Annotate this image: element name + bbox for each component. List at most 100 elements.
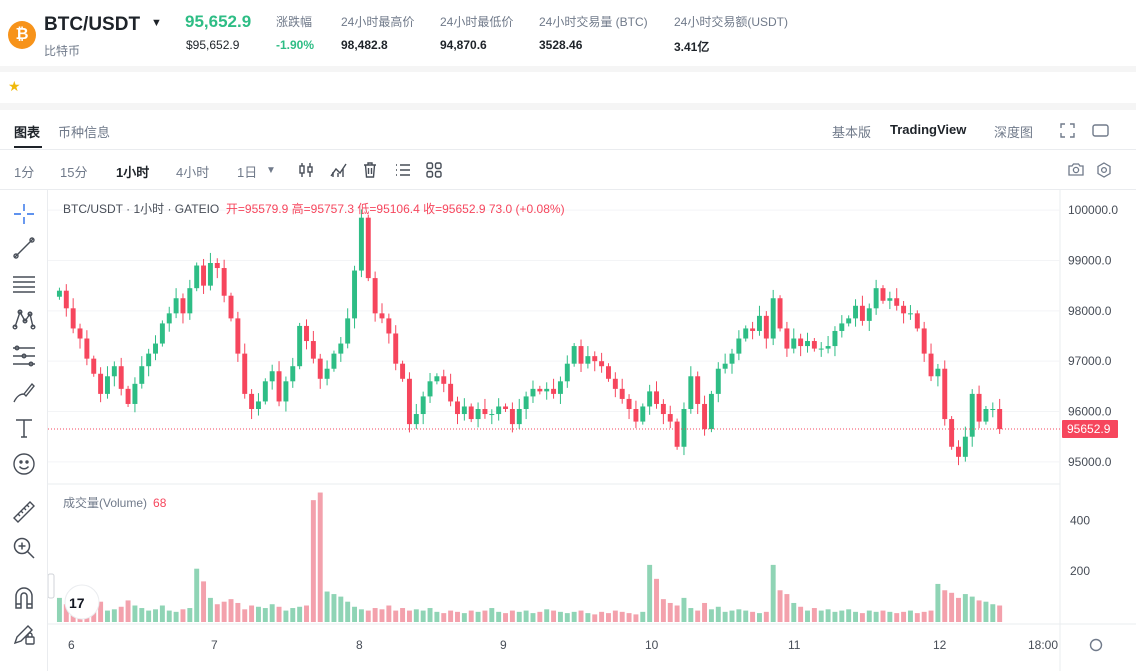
favorites-bar: ★ (0, 72, 1136, 103)
volume-bar (262, 608, 268, 622)
volume-bar (962, 594, 968, 622)
volume-bar (427, 608, 433, 622)
candle-body (365, 217, 371, 279)
candle-body (406, 378, 412, 425)
candle-body (63, 290, 69, 309)
volume-bar (722, 611, 728, 622)
candle-body (352, 270, 358, 319)
volume-bar (688, 608, 694, 622)
magnet-icon[interactable] (12, 586, 36, 610)
candle-body (249, 393, 255, 409)
volume-bar (242, 609, 248, 622)
caret-down-icon[interactable]: ▼ (266, 165, 276, 176)
candle-body (228, 295, 234, 319)
candle-body (873, 288, 879, 309)
volume-bar (304, 605, 309, 622)
candle-body (358, 217, 364, 271)
brush-icon[interactable] (12, 380, 36, 404)
volume-bar (365, 610, 371, 622)
view-basic[interactable]: 基本版 (832, 125, 872, 140)
volume-bar (420, 610, 426, 622)
candle-body (791, 338, 797, 349)
tab-coin-info[interactable]: 币种信息 (58, 125, 111, 140)
volume-legend-value: 68 (153, 496, 167, 510)
text-icon[interactable] (12, 416, 36, 440)
candle-body (894, 298, 900, 306)
last-price-usd: $95,652.9 (186, 38, 240, 52)
tab-underline (14, 146, 42, 148)
volume-bar (372, 608, 378, 622)
settings-icon[interactable] (1096, 162, 1112, 183)
ruler-icon[interactable] (12, 500, 36, 524)
candle-body (592, 356, 598, 362)
volume-bar (180, 609, 186, 622)
volume-bar (269, 604, 275, 622)
candle-body (324, 368, 330, 379)
fibonacci-icon[interactable] (12, 344, 36, 368)
trash-icon[interactable] (363, 162, 377, 183)
volume-bar (612, 610, 618, 622)
candle-body (413, 414, 419, 425)
volume-bar (139, 608, 145, 622)
interval-1m[interactable]: 1分 (14, 165, 35, 180)
volume-bar (578, 610, 584, 622)
star-icon[interactable]: ★ (8, 78, 21, 94)
candle-body (91, 358, 97, 374)
fullscreen-icon[interactable] (1060, 123, 1075, 143)
window-icon[interactable] (1092, 123, 1109, 143)
pair-selector[interactable]: BTC/USDT (44, 14, 141, 35)
candle-body (928, 353, 934, 377)
candle-body (118, 366, 124, 389)
pattern-icon[interactable] (12, 308, 36, 332)
caret-down-icon[interactable]: ▼ (151, 17, 162, 29)
tradingview-logo-mark: 17 (69, 595, 85, 611)
volume-bar (413, 609, 419, 622)
volume-bar (255, 606, 261, 622)
candle-body (372, 278, 378, 314)
candle-body (516, 409, 522, 425)
layout-grid-icon[interactable] (426, 162, 442, 183)
price-tick-label: 97000.0 (1068, 354, 1112, 368)
candle-body (571, 346, 577, 364)
camera-icon[interactable] (1068, 162, 1084, 181)
view-depth[interactable]: 深度图 (994, 125, 1034, 140)
horizontal-lines-icon[interactable] (12, 272, 36, 296)
volume-bar (585, 613, 591, 622)
candle-body (942, 368, 948, 420)
volume-bar (894, 613, 900, 622)
zoom-in-icon[interactable] (12, 536, 36, 560)
candlestick-chart[interactable]: 95000.0 96000.0 97000.0 98000.0 99000.0 10000… (48, 190, 1136, 671)
crosshair-icon[interactable] (12, 202, 36, 226)
emoji-icon[interactable] (12, 452, 36, 476)
candle-body (983, 409, 989, 422)
tab-chart[interactable]: 图表 (14, 125, 41, 140)
candle-type-icon[interactable] (298, 162, 314, 183)
interval-1d[interactable]: 1日 (237, 165, 258, 180)
candle-body (853, 305, 859, 319)
volume-bar (56, 597, 62, 622)
volume-bar (489, 608, 495, 622)
interval-4h[interactable]: 4小时 (176, 165, 210, 180)
trend-line-icon[interactable] (12, 236, 36, 260)
volume-bar (853, 611, 859, 622)
candle-body (811, 341, 817, 349)
list-icon[interactable] (395, 162, 411, 183)
candle-body (702, 403, 708, 430)
interval-15m[interactable]: 15分 (60, 165, 88, 180)
volume-bar (557, 611, 563, 622)
candle-body (660, 403, 666, 415)
indicators-icon[interactable] (330, 162, 348, 183)
volume-bar (866, 610, 872, 622)
volume-bar (770, 564, 776, 622)
interval-1h[interactable]: 1小时 (116, 165, 150, 180)
volume-legend: 成交量(Volume) 68 (63, 494, 166, 511)
volume-bar (386, 605, 392, 622)
volume-bar (159, 605, 165, 622)
lock-pencil-icon[interactable] (12, 622, 36, 646)
volume-bar (654, 578, 659, 622)
candle-body (832, 330, 838, 347)
volume-bar (674, 605, 680, 622)
legend-change: 73.0 (+0.08%) (488, 202, 565, 216)
view-tradingview[interactable]: TradingView (890, 122, 967, 137)
volume-bar (221, 601, 227, 622)
